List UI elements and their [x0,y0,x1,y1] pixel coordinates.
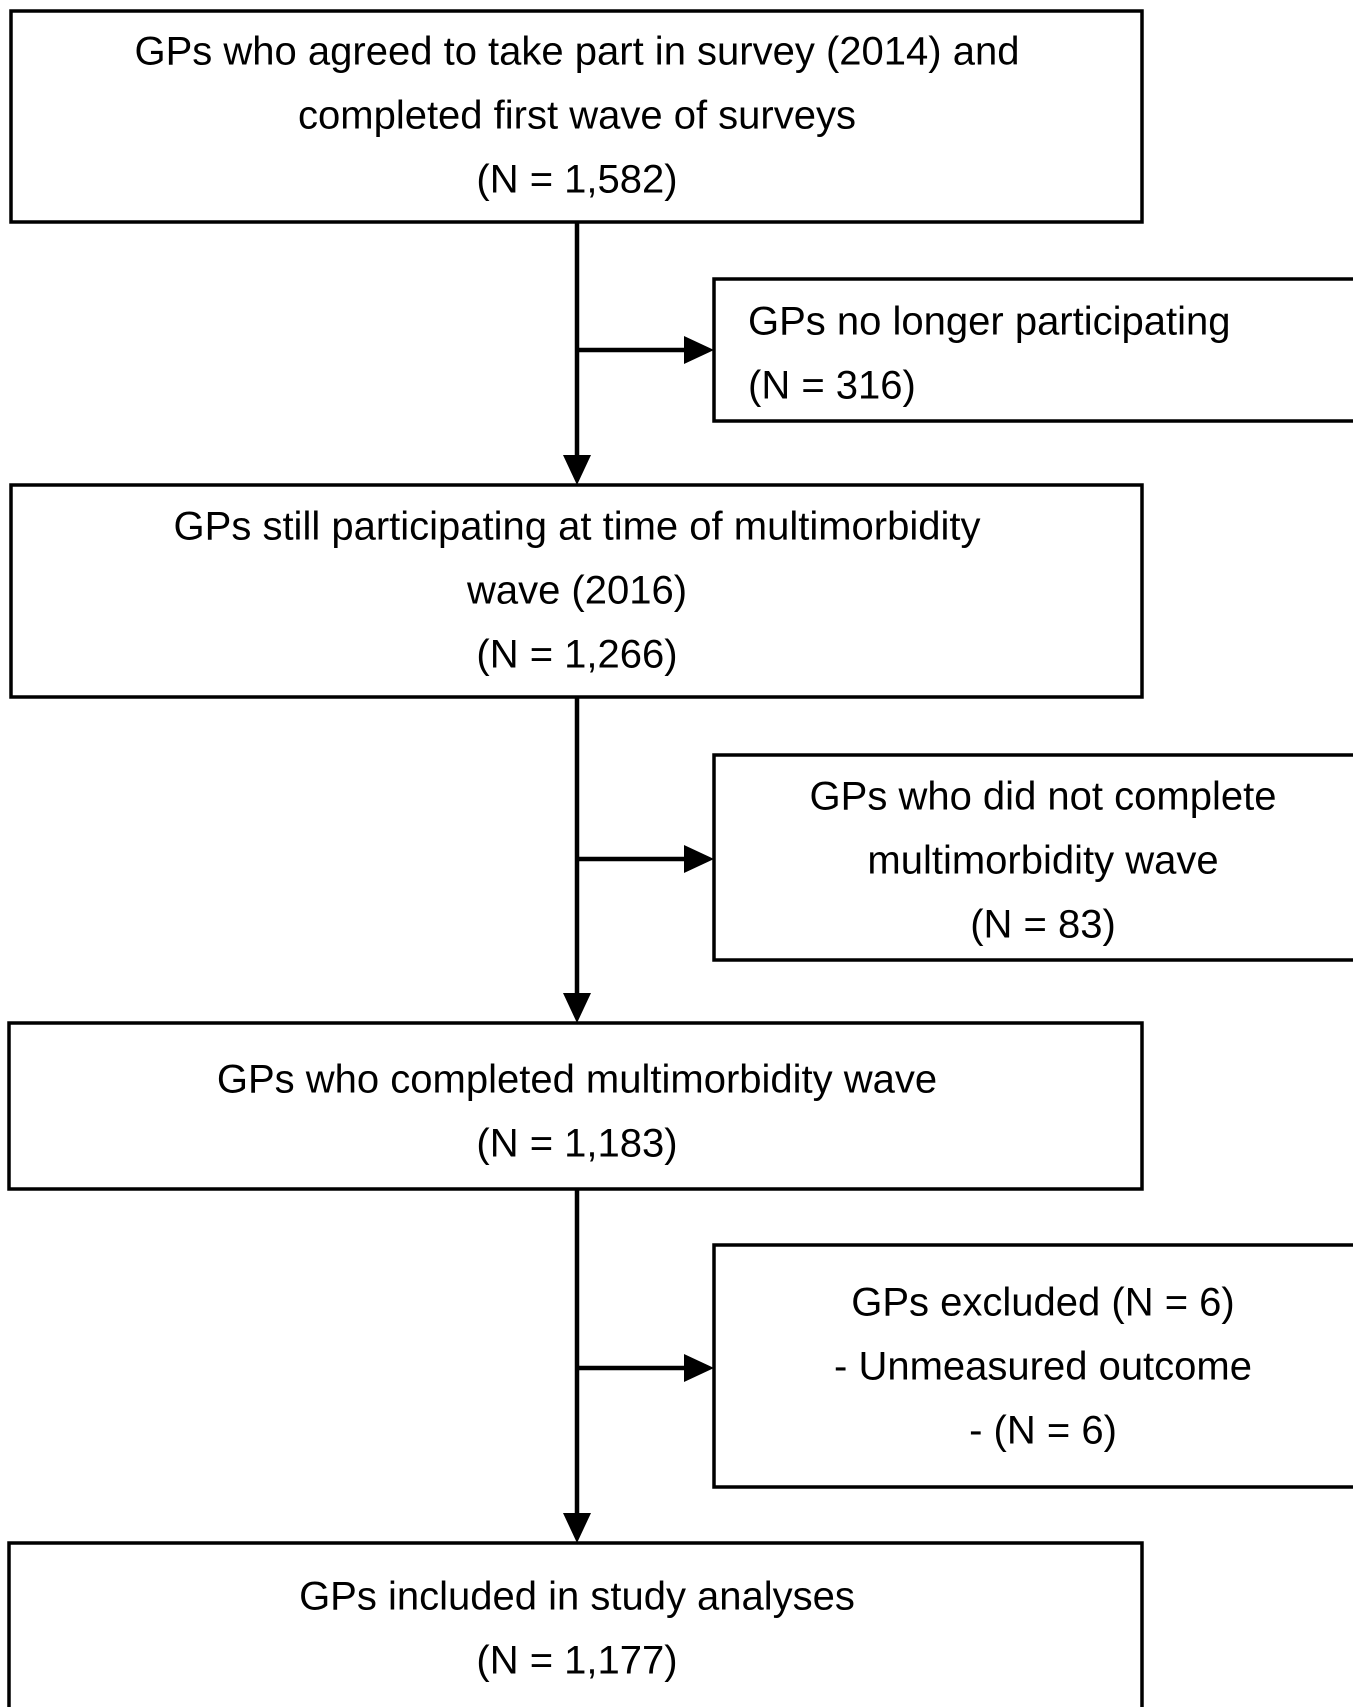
box [7,1541,1144,1707]
box-text: (N = 1,183) [476,1122,677,1166]
box-text: (N = 83) [970,903,1116,947]
box-text: (N = 1,177) [476,1639,677,1683]
box-text: (N = 1,266) [476,633,677,677]
box [712,753,1353,962]
box-text: GPs who did not complete [810,775,1277,819]
arrowhead [563,993,591,1023]
box-text: (N = 1,582) [476,158,677,202]
box [9,9,1144,224]
box [712,277,1353,423]
arrowhead [684,336,714,364]
box-text: GPs who agreed to take part in survey (2… [135,30,1020,74]
box [712,1243,1353,1489]
box-text: multimorbidity wave [867,839,1218,883]
box-text: GPs included in study analyses [299,1575,855,1619]
arrowhead [563,455,591,485]
box [7,1021,1144,1191]
arrowhead [684,845,714,873]
box-text: - Unmeasured outcome [834,1345,1252,1389]
box-text: GPs no longer participating [748,300,1231,344]
box-text: GPs excluded (N = 6) [851,1281,1235,1325]
arrowhead [563,1513,591,1543]
box [9,483,1144,699]
box-text: wave (2016) [466,569,687,613]
box-text: completed first wave of surveys [298,94,856,138]
box-text: GPs still participating at time of multi… [174,505,981,549]
arrowhead [684,1354,714,1382]
box-text: - (N = 6) [969,1409,1117,1453]
box-text: (N = 316) [748,364,916,408]
box-text: GPs who completed multimorbidity wave [217,1058,937,1102]
